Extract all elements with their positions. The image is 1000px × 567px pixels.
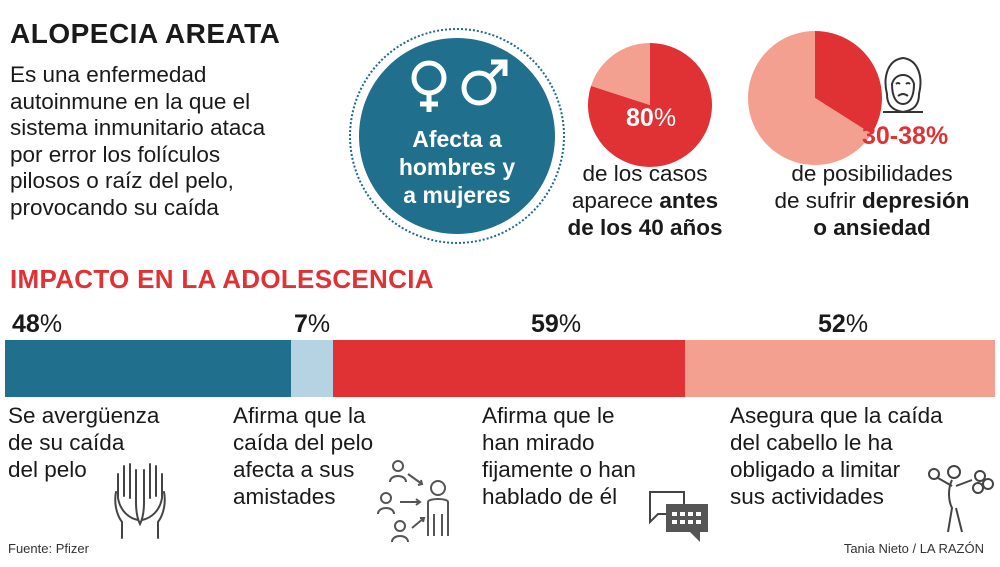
bar-label-number: 7 xyxy=(294,310,308,338)
pie-slice-depression xyxy=(815,31,882,134)
bar-label-unit: % xyxy=(307,310,331,338)
intro-line: pilosos o raíz del pelo, xyxy=(10,168,234,193)
desc-line: del pelo xyxy=(8,457,87,482)
desc-friendships: Afirma que la caída del pelo afecta a su… xyxy=(233,402,373,510)
bar-segment-friendships xyxy=(291,340,333,397)
desc-ashamed: Se avergüenza de su caída del pelo xyxy=(8,402,159,483)
bar-label-number: 52 xyxy=(818,310,846,338)
desc-line: amistades xyxy=(233,484,336,509)
stacked-bar xyxy=(5,340,995,397)
gender-circle xyxy=(359,38,555,234)
gender-line: a mujeres xyxy=(403,182,511,208)
bar-label-activities: 52% xyxy=(818,310,868,339)
caption-bold: depresión xyxy=(862,188,970,213)
hands-covering-face-icon xyxy=(114,463,166,539)
caption-regular: de sufrir xyxy=(774,188,862,213)
caption-line: aparece antes xyxy=(560,187,730,214)
bar-label-stared: 59% xyxy=(531,310,581,339)
bar-segment-stared xyxy=(332,340,685,397)
desc-line: sus actividades xyxy=(730,484,884,509)
caption-regular: aparece xyxy=(571,188,660,213)
intro-line: provocando su caída xyxy=(10,194,219,220)
desc-line: Afirma que le xyxy=(482,403,615,428)
bar-segment-ashamed xyxy=(5,340,292,397)
bar-label-ashamed: 48% xyxy=(12,310,62,339)
section-title: IMPACTO EN LA ADOLESCENCIA xyxy=(10,264,434,294)
desc-line: fijamente o han xyxy=(482,457,636,482)
credit-note: Tania Nieto / LA RAZÓN xyxy=(843,541,984,556)
gender-line: Afecta a xyxy=(412,126,502,152)
desc-line: Afirma que la xyxy=(233,403,366,428)
bar-label-number: 59 xyxy=(531,310,559,338)
intro-line: por error los folículos xyxy=(10,141,221,167)
bar-label-friendships: 7% xyxy=(294,310,330,339)
desc-stared: Afirma que le han mirado fijamente o han… xyxy=(482,402,636,510)
speech-bubble-icon xyxy=(649,491,708,542)
gender-circle-text: Afecta a hombres y a mujeres xyxy=(359,125,555,209)
stat-depression-unit: % xyxy=(925,122,949,150)
social-network-icon xyxy=(377,460,449,543)
desc-line: Se avergüenza xyxy=(8,403,160,428)
bar-segment-activities xyxy=(684,340,995,397)
stat-age-caption: de los casos aparece antes de los 40 año… xyxy=(560,160,730,241)
pie-slice-rest xyxy=(748,31,872,165)
intro-line: sistema inmunitario ataca xyxy=(10,115,266,140)
gender-circle-border xyxy=(349,28,565,244)
desc-line: han mirado xyxy=(482,430,595,455)
intro-line: Es una enfermedad xyxy=(10,62,207,87)
source-note: Fuente: Pfizer xyxy=(8,541,89,556)
stat-depression-number: 30-38 xyxy=(862,122,926,150)
caption-line: o ansiedad xyxy=(813,215,931,240)
desc-line: hablado de él xyxy=(482,484,618,509)
bar-label-unit: % xyxy=(39,310,63,338)
desc-line: obligado a limitar xyxy=(730,457,901,482)
caption-line: de sufrir depresión xyxy=(756,187,988,214)
bar-label-number: 48 xyxy=(12,310,40,338)
caption-line: de los casos xyxy=(582,161,708,186)
caption-bold: antes xyxy=(659,188,719,213)
stat-age-number: 80 xyxy=(626,104,654,132)
stat-age-value: 80% xyxy=(626,104,676,133)
stat-age-unit: % xyxy=(653,104,677,132)
sad-face-icon xyxy=(883,56,923,114)
desc-line: caída del pelo xyxy=(233,430,374,455)
desc-line: del cabello le ha xyxy=(730,430,893,455)
pie-slice-rest xyxy=(591,43,650,105)
desc-line: de su caída xyxy=(8,430,125,455)
pie-chart-depression xyxy=(748,31,882,165)
gender-symbols-icon xyxy=(411,59,508,112)
pie-chart-age xyxy=(588,43,712,167)
intro-line: autoinmune en la que el xyxy=(10,88,251,114)
desc-line: Asegura que la caída xyxy=(730,403,943,428)
gender-line: hombres y xyxy=(398,154,516,180)
bar-label-unit: % xyxy=(845,310,869,338)
intro-text: Es una enfermedad autoinmune en la que e… xyxy=(10,62,330,221)
caption-line: de posibilidades xyxy=(791,161,953,186)
desc-line: afecta a sus xyxy=(233,457,355,482)
caption-line: de los 40 años xyxy=(567,215,723,240)
desc-activities: Asegura que la caída del cabello le ha o… xyxy=(730,402,943,510)
stat-depression-value: 30-38% xyxy=(862,122,948,151)
person-chained-icon xyxy=(928,465,994,533)
bar-label-unit: % xyxy=(558,310,582,338)
page-title: ALOPECIA AREATA xyxy=(10,18,281,49)
stat-depression-caption: de posibilidades de sufrir depresión o a… xyxy=(756,160,988,241)
